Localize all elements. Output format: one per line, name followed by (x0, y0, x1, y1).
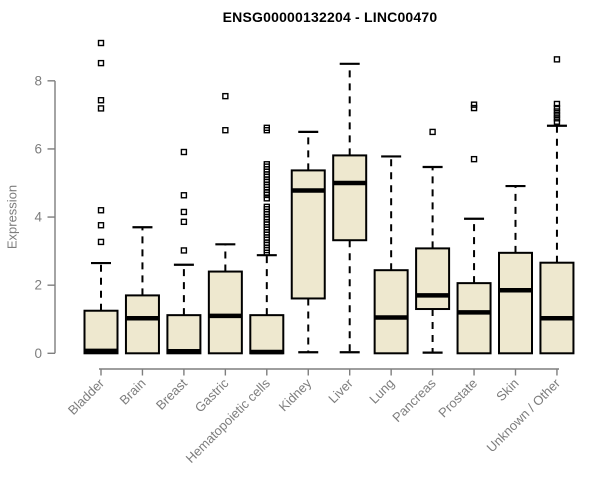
y-tick-label: 8 (34, 73, 42, 88)
x-tick-label: Kidney (276, 375, 315, 414)
outlier-point (553, 118, 561, 125)
outlier-point (553, 111, 561, 119)
outlier-point (180, 247, 188, 254)
outlier-point (553, 100, 561, 108)
box-brain (124, 294, 160, 355)
outlier-point (222, 92, 229, 100)
outlier-point (97, 207, 105, 214)
outlier-point (97, 59, 105, 67)
box-unknown-other (539, 261, 575, 355)
y-tick-label: 0 (34, 346, 42, 361)
x-tick-label: Gastric (192, 375, 232, 415)
outlier-point (470, 155, 478, 163)
outlier-point (263, 195, 270, 202)
x-tick-label: Prostate (435, 376, 480, 421)
y-tick-label: 2 (34, 278, 42, 293)
outlier-point (222, 127, 229, 134)
x-tick-label: Skin (493, 376, 521, 404)
y-tick-label: 4 (34, 210, 42, 225)
x-tick-label: Lung (366, 376, 397, 407)
outlier-point (97, 105, 105, 112)
chart-title: ENSG00000132204 - LINC00470 (222, 9, 438, 25)
y-tick-label: 6 (34, 141, 42, 156)
outlier-point (97, 238, 105, 246)
box-breast (166, 314, 202, 355)
outlier-point (97, 39, 105, 47)
box-liver (332, 154, 368, 242)
box-bladder (83, 309, 119, 355)
outlier-point (553, 115, 561, 122)
outlier-point (263, 124, 270, 132)
box-pancreas (415, 247, 451, 311)
x-tick-label: Liver (325, 375, 356, 406)
outlier-point (553, 108, 561, 115)
outlier-point (553, 56, 561, 63)
x-tick-label: Bladder (65, 375, 108, 418)
outlier-point (470, 101, 478, 108)
x-tick-label: Unknown / Other (483, 375, 563, 455)
outlier-point (97, 222, 105, 229)
outlier-point (180, 218, 188, 226)
outlier-point (180, 208, 188, 216)
outlier-point (97, 97, 105, 104)
outlier-point (180, 192, 188, 199)
x-tick-label: Pancreas (389, 375, 439, 425)
box-gastric (207, 270, 243, 355)
x-tick-label: Brain (116, 376, 148, 408)
box-prostate (456, 282, 492, 355)
box-lung (373, 269, 409, 355)
outlier-point (263, 161, 270, 168)
outlier-point (553, 104, 561, 112)
outlier-point (263, 203, 270, 211)
box-skin (498, 251, 533, 355)
outlier-point (429, 128, 436, 136)
outlier-point (180, 148, 188, 156)
x-tick-label: Breast (153, 375, 190, 412)
box-hematopoietic-cells (249, 314, 285, 355)
outlier-point (470, 104, 478, 112)
